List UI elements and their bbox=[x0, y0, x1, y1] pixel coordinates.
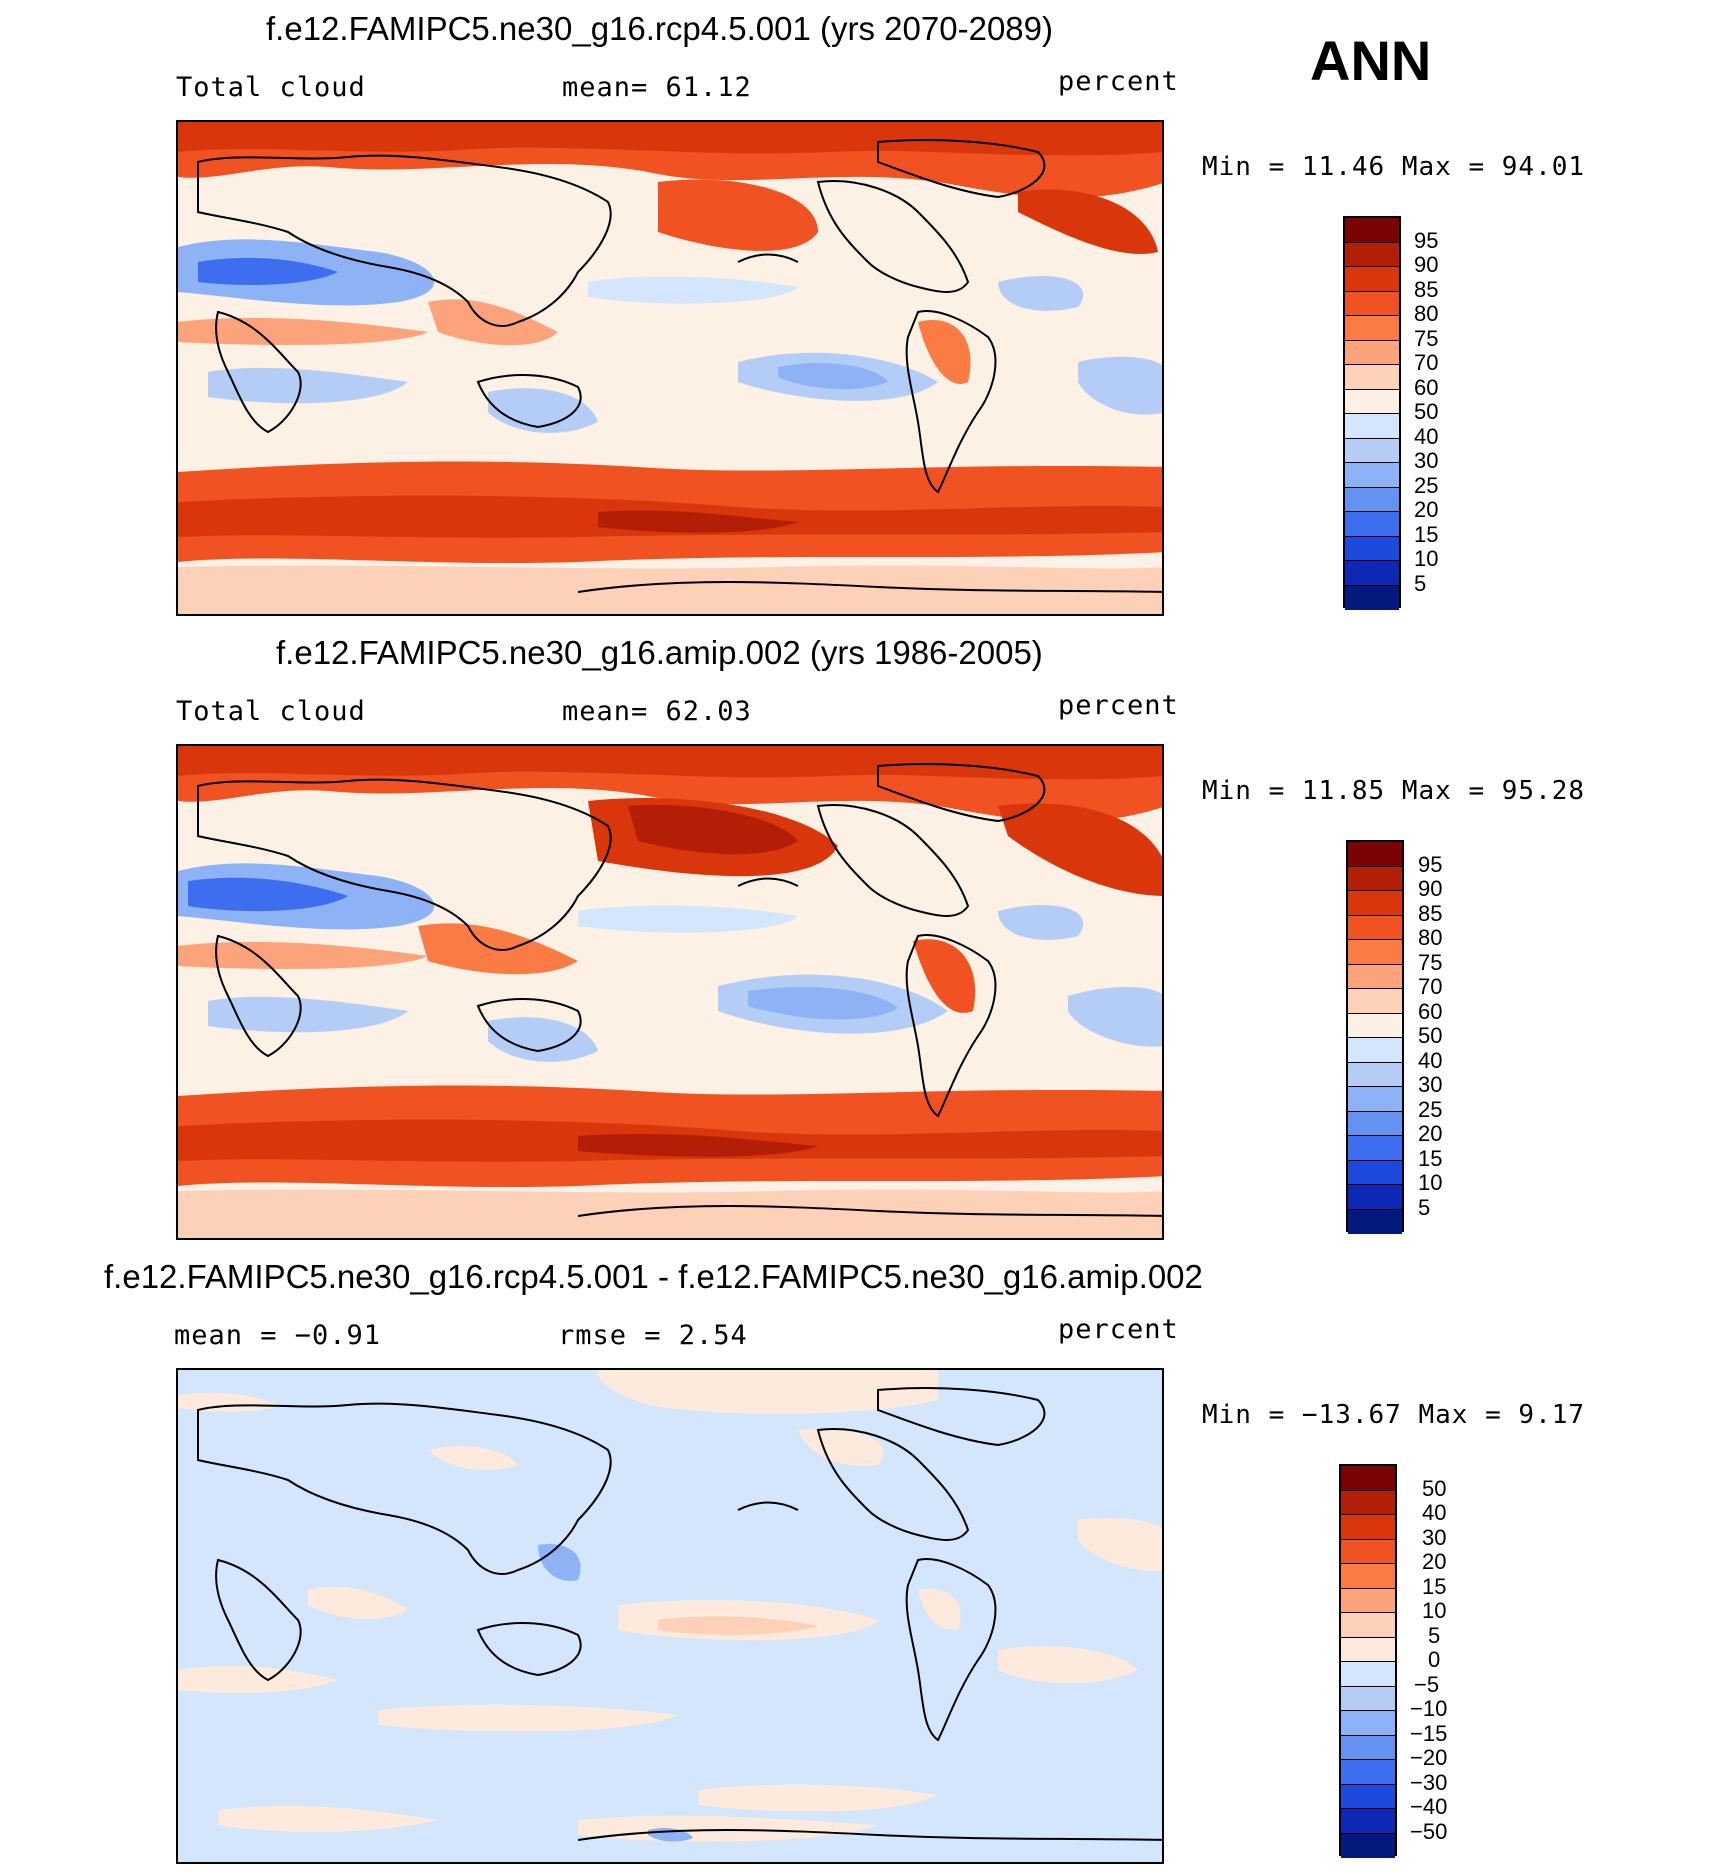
colorbar-tick-label: 20 bbox=[1418, 1121, 1443, 1146]
colorbar-tick-label: 10 bbox=[1414, 546, 1439, 571]
colorbar-tick-label: 90 bbox=[1414, 252, 1439, 277]
colorbar-tick-label: 75 bbox=[1418, 950, 1443, 975]
colorbar-tick-label: 15 bbox=[1414, 522, 1439, 547]
panel-2-units-label: percent bbox=[1058, 690, 1179, 721]
colorbar-tick-label: 95 bbox=[1414, 228, 1439, 253]
colorbar-tick-label: 60 bbox=[1414, 375, 1439, 400]
colorbar-tick-label: −20 bbox=[1410, 1745, 1448, 1770]
panel-2-title: f.e12.FAMIPC5.ne30_g16.amip.002 (yrs 198… bbox=[276, 634, 1043, 671]
panel-2-mean-label: mean= 62.03 bbox=[562, 696, 752, 727]
colorbar-tick-label: 70 bbox=[1414, 350, 1439, 375]
panel-3-minmax: Min = −13.67 Max = 9.17 bbox=[1202, 1400, 1586, 1430]
colorbar-tick-label: 10 bbox=[1418, 1170, 1443, 1195]
panel-2-minmax: Min = 11.85 Max = 95.28 bbox=[1202, 776, 1586, 806]
colorbar-tick-label: 40 bbox=[1422, 1500, 1447, 1525]
colorbar-tick-label: 60 bbox=[1418, 999, 1443, 1024]
panel-3-mean-label: mean = −0.91 bbox=[174, 1320, 382, 1351]
colorbar-tick-label: 25 bbox=[1418, 1097, 1443, 1122]
colorbar-tick-label: 20 bbox=[1422, 1549, 1447, 1574]
colorbar-tick-label: 40 bbox=[1414, 424, 1439, 449]
panel-1-mean-label: mean= 61.12 bbox=[562, 72, 752, 103]
colorbar-tick-label: −15 bbox=[1410, 1721, 1448, 1746]
colorbar-tick-label: 30 bbox=[1414, 448, 1439, 473]
colorbar-tick-label: −10 bbox=[1410, 1696, 1448, 1721]
colorbar-tick-label: 20 bbox=[1414, 497, 1439, 522]
season-label: ANN bbox=[1310, 29, 1432, 92]
panel-3-title: f.e12.FAMIPC5.ne30_g16.rcp4.5.001 - f.e1… bbox=[104, 1258, 1203, 1295]
colorbar-tick-label: 0 bbox=[1428, 1647, 1441, 1672]
colorbar-tick-label: 5 bbox=[1428, 1623, 1441, 1648]
colorbar-tick-label: 10 bbox=[1422, 1598, 1447, 1623]
panel-1-colorbar bbox=[1343, 216, 1401, 610]
colorbar-tick-label: 70 bbox=[1418, 974, 1443, 999]
colorbar-tick-label: 90 bbox=[1418, 876, 1443, 901]
colorbar-tick-label: 95 bbox=[1418, 852, 1443, 877]
colorbar-tick-label: 50 bbox=[1422, 1476, 1447, 1501]
panel-3-map bbox=[176, 1368, 1164, 1864]
colorbar-tick-label: 85 bbox=[1418, 901, 1443, 926]
panel-3-rmse-label: rmse = 2.54 bbox=[558, 1320, 748, 1351]
panel-1-variable-label: Total cloud bbox=[176, 72, 366, 103]
colorbar-tick-label: −30 bbox=[1410, 1770, 1448, 1795]
colorbar-tick-label: 80 bbox=[1414, 301, 1439, 326]
panel-1-units-label: percent bbox=[1058, 66, 1179, 97]
colorbar-tick-label: 80 bbox=[1418, 925, 1443, 950]
panel-2-colorbar bbox=[1346, 840, 1404, 1234]
colorbar-tick-label: 85 bbox=[1414, 277, 1439, 302]
colorbar-tick-label: 30 bbox=[1422, 1525, 1447, 1550]
colorbar-tick-label: 50 bbox=[1414, 399, 1439, 424]
colorbar-tick-label: −40 bbox=[1410, 1794, 1448, 1819]
panel-3-units-label: percent bbox=[1058, 1314, 1179, 1345]
panel-1-title: f.e12.FAMIPC5.ne30_g16.rcp4.5.001 (yrs 2… bbox=[266, 10, 1053, 47]
colorbar-tick-label: 15 bbox=[1422, 1574, 1447, 1599]
colorbar-tick-label: −50 bbox=[1410, 1819, 1448, 1844]
colorbar-tick-label: 5 bbox=[1414, 571, 1427, 596]
panel-1-minmax: Min = 11.46 Max = 94.01 bbox=[1202, 152, 1586, 182]
colorbar-tick-label: −5 bbox=[1414, 1672, 1440, 1697]
panel-2-variable-label: Total cloud bbox=[176, 696, 366, 727]
panel-2-map bbox=[176, 744, 1164, 1240]
colorbar-tick-label: 5 bbox=[1418, 1195, 1431, 1220]
colorbar-tick-label: 15 bbox=[1418, 1146, 1443, 1171]
colorbar-tick-label: 75 bbox=[1414, 326, 1439, 351]
colorbar-tick-label: 25 bbox=[1414, 473, 1439, 498]
panel-1-map bbox=[176, 120, 1164, 616]
colorbar-tick-label: 40 bbox=[1418, 1048, 1443, 1073]
colorbar-tick-label: 30 bbox=[1418, 1072, 1443, 1097]
panel-3-colorbar bbox=[1339, 1464, 1397, 1858]
colorbar-tick-label: 50 bbox=[1418, 1023, 1443, 1048]
